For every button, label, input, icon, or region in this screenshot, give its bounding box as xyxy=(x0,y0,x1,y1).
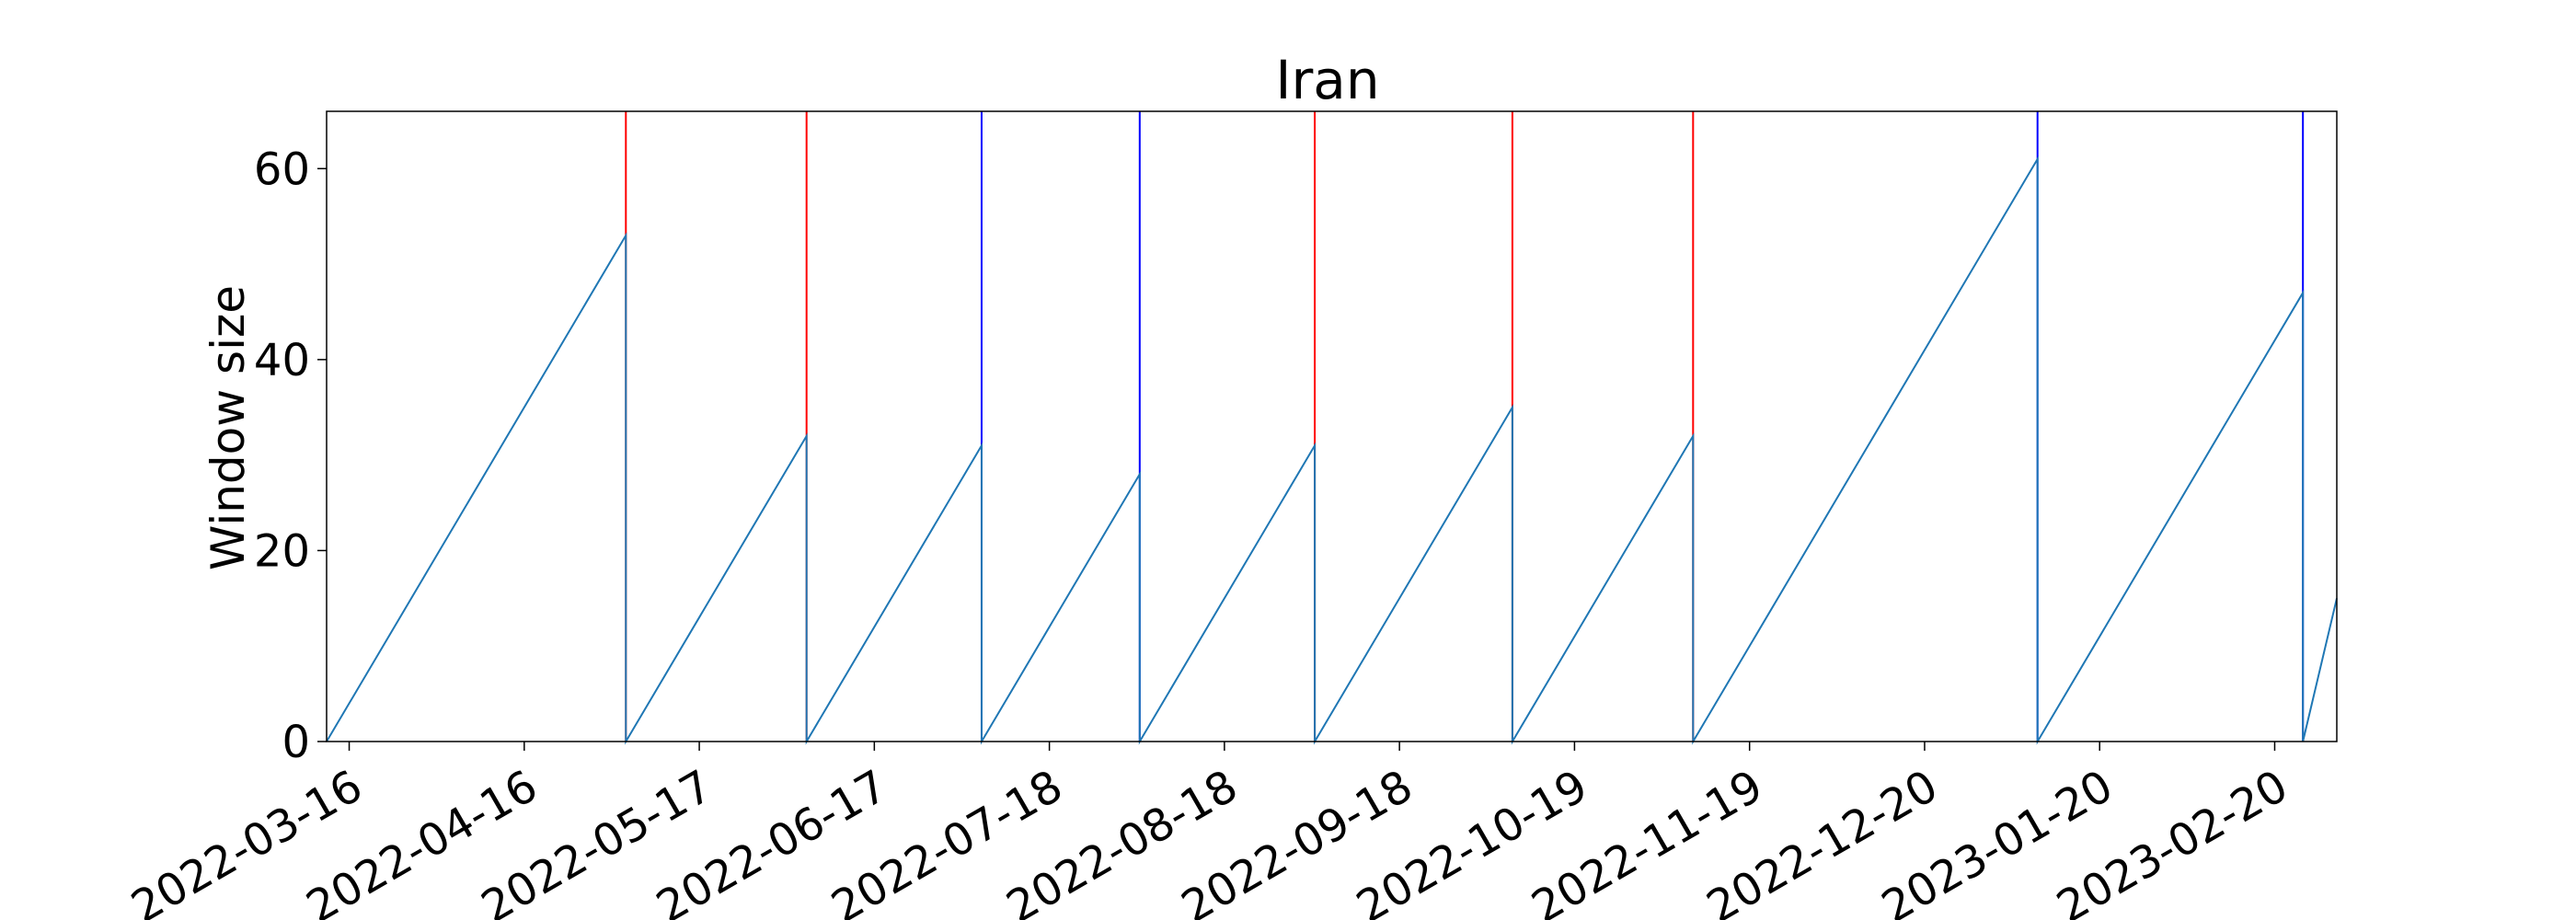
series-line xyxy=(326,155,2338,745)
y-tick-label: 0 xyxy=(282,717,310,768)
chart-title: Iran xyxy=(1275,49,1379,111)
plot-frame xyxy=(326,110,2338,742)
y-tick-label: 20 xyxy=(254,525,310,577)
y-axis-label: Window size xyxy=(201,285,255,570)
y-tick-label: 60 xyxy=(254,144,310,195)
plot-area: 02040602022-03-162022-04-162022-05-17202… xyxy=(123,110,2338,920)
y-tick-label: 40 xyxy=(254,335,310,386)
